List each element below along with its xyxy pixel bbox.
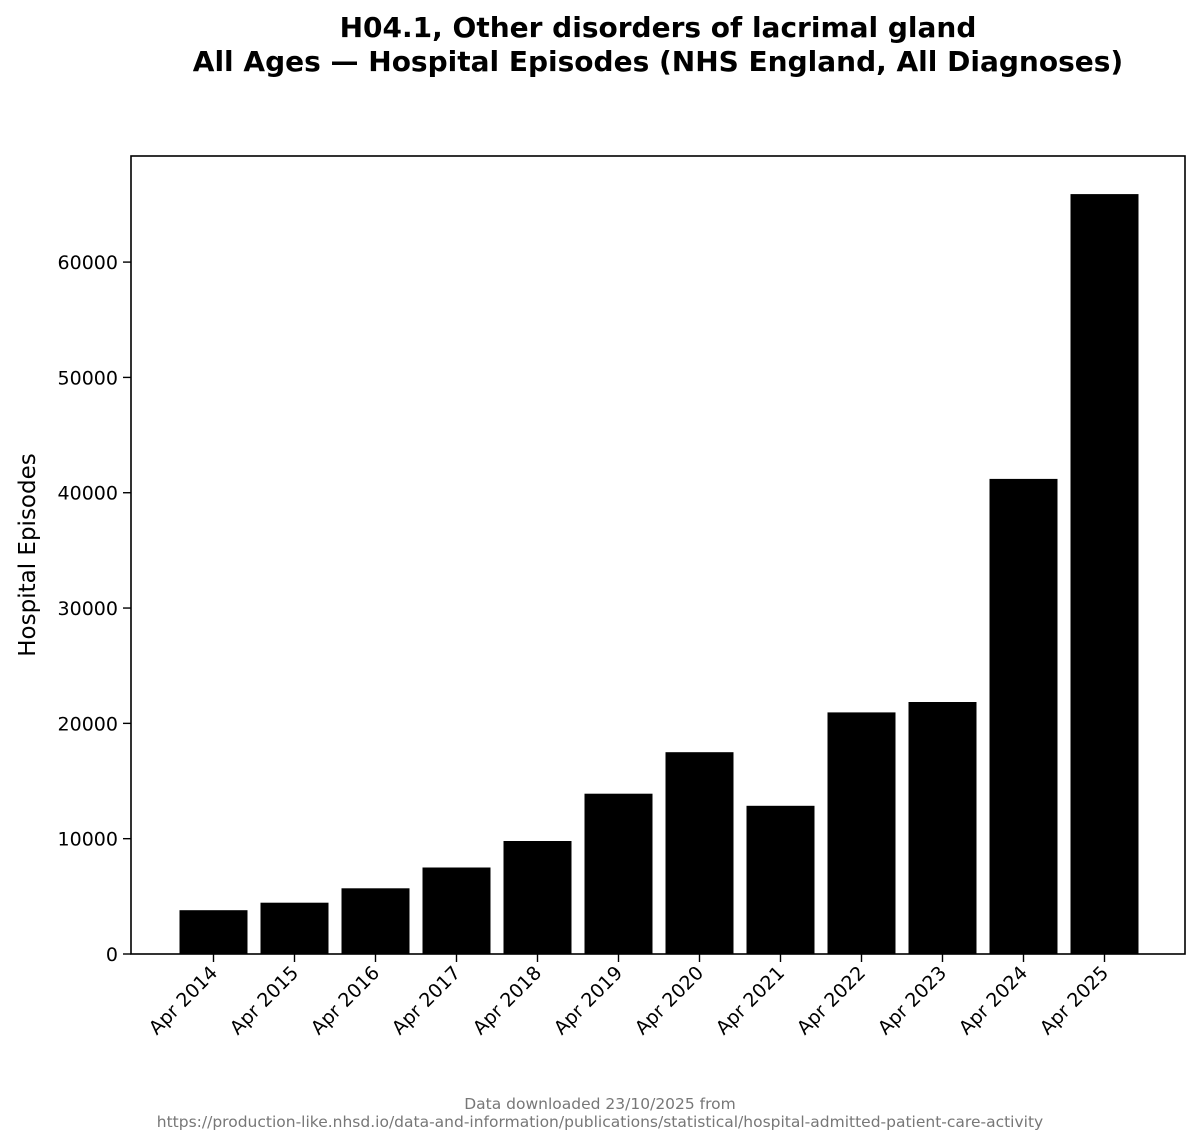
x-tick-label: Apr 2024 bbox=[955, 962, 1032, 1039]
bar-apr-2020 bbox=[665, 752, 734, 954]
x-tick-label: Apr 2020 bbox=[631, 962, 708, 1039]
bar-series bbox=[179, 194, 1139, 955]
y-tick-label: 10000 bbox=[58, 829, 118, 851]
bar-apr-2023 bbox=[908, 702, 977, 954]
bar-apr-2016 bbox=[341, 888, 410, 954]
bar-apr-2022 bbox=[827, 712, 896, 954]
bar-apr-2014 bbox=[179, 910, 248, 954]
footer-source-line-2: https://production-like.nhsd.io/data-and… bbox=[157, 1113, 1043, 1131]
x-axis-ticks: Apr 2014 Apr 2015 Apr 2016 Apr 2017 Apr 2018… bbox=[145, 954, 1113, 1039]
y-tick-label: 60000 bbox=[58, 252, 118, 274]
footer-source-line-1: Data downloaded 23/10/2025 from bbox=[464, 1095, 736, 1113]
bar-apr-2024 bbox=[989, 478, 1058, 954]
bar-apr-2019 bbox=[584, 793, 653, 954]
x-tick-label: Apr 2016 bbox=[307, 962, 384, 1039]
bar-apr-2017 bbox=[422, 867, 491, 954]
y-tick-label: 50000 bbox=[58, 367, 118, 389]
chart-title-line-2: All Ages — Hospital Episodes (NHS Englan… bbox=[193, 45, 1123, 78]
y-axis-ticks: 0 10000 20000 30000 40000 50000 60000 bbox=[58, 252, 131, 966]
y-tick-label: 30000 bbox=[58, 598, 118, 620]
y-tick-label: 0 bbox=[106, 944, 118, 966]
x-tick-label: Apr 2018 bbox=[469, 962, 546, 1039]
plot-area-frame bbox=[130, 155, 1186, 955]
x-tick-label: Apr 2025 bbox=[1036, 962, 1113, 1039]
bar-apr-2018 bbox=[503, 841, 572, 954]
x-tick-label: Apr 2017 bbox=[388, 962, 465, 1039]
x-tick-label: Apr 2023 bbox=[874, 962, 951, 1039]
y-axis-label: Hospital Episodes bbox=[15, 453, 41, 656]
y-tick-label: 20000 bbox=[58, 713, 118, 735]
x-tick-label: Apr 2014 bbox=[145, 962, 222, 1039]
bar-apr-2015 bbox=[260, 902, 329, 954]
x-tick-label: Apr 2021 bbox=[712, 962, 789, 1039]
x-tick-label: Apr 2019 bbox=[550, 962, 627, 1039]
x-tick-label: Apr 2022 bbox=[793, 962, 870, 1039]
chart-title-line-1: H04.1, Other disorders of lacrimal gland bbox=[340, 11, 977, 44]
y-tick-label: 40000 bbox=[58, 483, 118, 505]
bar-apr-2021 bbox=[746, 805, 815, 954]
bar-apr-2025 bbox=[1070, 194, 1139, 955]
x-tick-label: Apr 2015 bbox=[226, 962, 303, 1039]
